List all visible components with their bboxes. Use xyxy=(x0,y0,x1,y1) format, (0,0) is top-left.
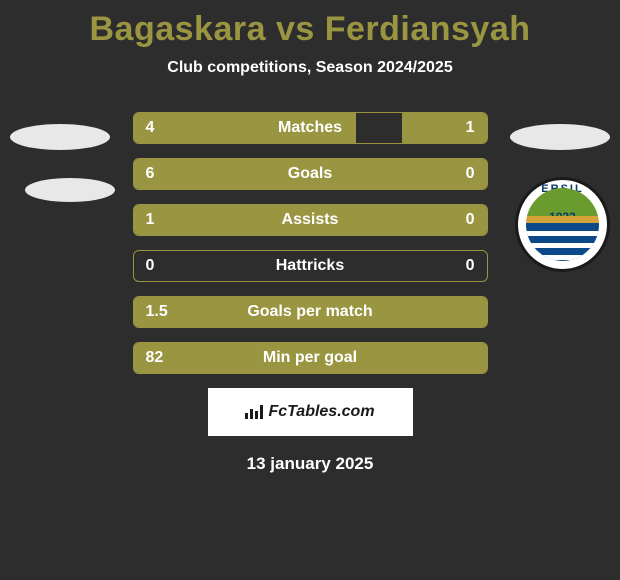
stat-row: 1Assists0 xyxy=(133,204,488,236)
stat-label: Goals per match xyxy=(134,297,487,327)
stat-row: 4Matches1 xyxy=(133,112,488,144)
stat-row: 0Hattricks0 xyxy=(133,250,488,282)
page-title: Bagaskara vs Ferdiansyah xyxy=(0,0,620,49)
stat-value-right: 0 xyxy=(466,159,475,189)
stat-row: 1.5Goals per match xyxy=(133,296,488,328)
brand-text: FcTables.com xyxy=(268,403,374,421)
stat-value-right: 0 xyxy=(466,205,475,235)
brand-bars-icon xyxy=(245,405,263,419)
stat-label: Assists xyxy=(134,205,487,235)
stat-label: Goals xyxy=(134,159,487,189)
date-text: 13 january 2025 xyxy=(0,454,620,474)
stat-value-right: 0 xyxy=(466,251,475,281)
stat-label: Matches xyxy=(134,113,487,143)
stat-label: Hattricks xyxy=(134,251,487,281)
brand-box: FcTables.com xyxy=(208,388,413,436)
stat-value-right: 1 xyxy=(466,113,475,143)
subtitle: Club competitions, Season 2024/2025 xyxy=(0,59,620,77)
stat-row: 82Min per goal xyxy=(133,342,488,374)
stat-row: 6Goals0 xyxy=(133,158,488,190)
stats-bars: 4Matches16Goals01Assists00Hattricks01.5G… xyxy=(0,112,620,374)
infographic-container: Bagaskara vs Ferdiansyah Club competitio… xyxy=(0,0,620,580)
stat-label: Min per goal xyxy=(134,343,487,373)
